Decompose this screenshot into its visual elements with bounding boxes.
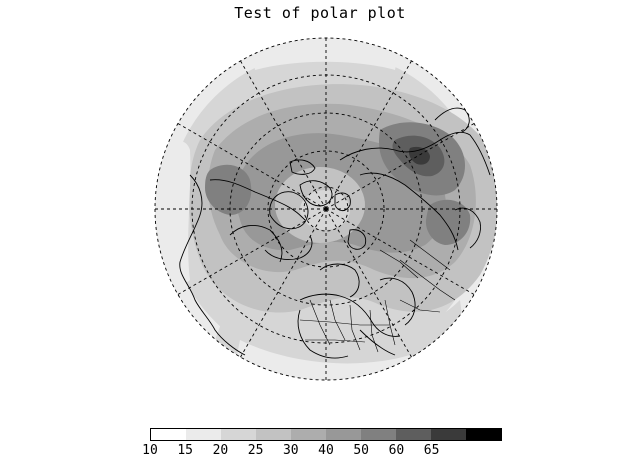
colorbar-labels: 10 15 20 25 30 40 50 60 65 bbox=[0, 443, 640, 459]
coast-eurasia bbox=[339, 131, 491, 176]
colorbar-swatch bbox=[326, 429, 361, 440]
coast-greenland bbox=[269, 191, 309, 230]
colorbar-tick-label: 30 bbox=[282, 443, 299, 458]
contour-field bbox=[155, 38, 497, 380]
colorbar-swatch bbox=[466, 429, 501, 440]
colorbar-swatch bbox=[361, 429, 396, 440]
colorbar-tick-label: 25 bbox=[247, 443, 264, 458]
latitude-circle bbox=[267, 150, 385, 268]
colorbar-tick-label: 20 bbox=[212, 443, 229, 458]
meridian-line bbox=[177, 208, 327, 295]
meridian-line bbox=[325, 60, 412, 210]
colorbar-swatch bbox=[256, 429, 291, 440]
colorbar-swatch bbox=[221, 429, 256, 440]
colorbar-tick-label: 65 bbox=[423, 443, 440, 458]
colorbar-swatch bbox=[291, 429, 326, 440]
colorbar bbox=[150, 428, 502, 441]
meridian-line bbox=[177, 123, 327, 210]
colorbar-tick-label: 60 bbox=[388, 443, 405, 458]
meridian-line bbox=[240, 60, 327, 210]
coast-europe bbox=[299, 293, 401, 337]
graticule bbox=[154, 37, 498, 381]
colorbar-tick-label: 50 bbox=[353, 443, 370, 458]
colorbar-swatch bbox=[186, 429, 221, 440]
meridian-line bbox=[240, 208, 327, 358]
colorbar-swatch bbox=[151, 429, 186, 440]
colorbar-swatch bbox=[396, 429, 431, 440]
colorbar-tick-label: 40 bbox=[318, 443, 334, 458]
contour-band-50c bbox=[425, 199, 471, 245]
colorbar-tick-label: 15 bbox=[177, 443, 194, 458]
contour-band-50b bbox=[205, 164, 252, 215]
contour-band-west bbox=[155, 141, 191, 283]
meridian-line bbox=[325, 208, 475, 295]
meridian-line bbox=[325, 208, 412, 358]
plot-title: Test of polar plot bbox=[234, 4, 406, 22]
latitude-circle bbox=[303, 186, 349, 232]
colorbar-swatch bbox=[431, 429, 466, 440]
coast-north-america bbox=[179, 174, 246, 356]
colorbar-tick-label: 10 bbox=[142, 443, 158, 458]
meridian-line bbox=[325, 123, 475, 210]
